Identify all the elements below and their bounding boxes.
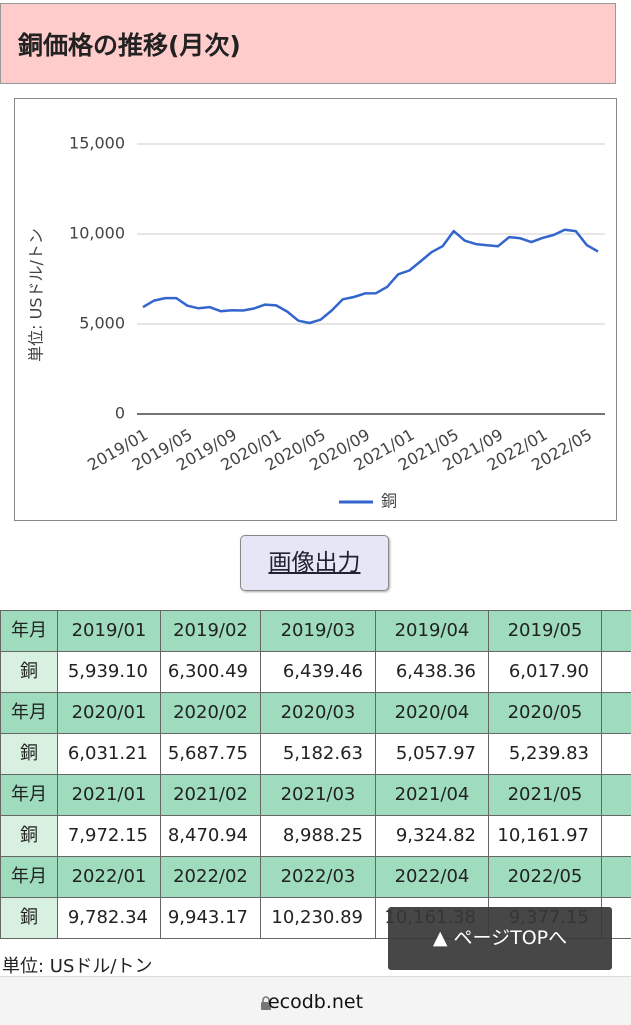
- table-header-cell: 2021/05: [488, 774, 602, 816]
- table-cell: 銅: [0, 897, 58, 939]
- y-axis-title: 単位: USドル/トン: [27, 228, 46, 362]
- header: 銅価格の推移(月次): [0, 3, 616, 84]
- table-header-cell: 2020/05: [488, 692, 602, 734]
- table-header-cell: 年月: [0, 610, 58, 652]
- table-cell: 銅: [0, 651, 58, 693]
- table-cell-clipped: [601, 856, 631, 898]
- table-header-cell: 2021/04: [375, 774, 489, 816]
- table-header-cell: 2019/05: [488, 610, 602, 652]
- export-image-button[interactable]: 画像出力: [240, 535, 389, 591]
- legend-label: 銅: [381, 492, 397, 511]
- table-header-cell: 年月: [0, 774, 58, 816]
- table-cell-clipped: [601, 774, 631, 816]
- table-header-cell: 2019/04: [375, 610, 489, 652]
- table-cell-clipped: [601, 610, 631, 652]
- unit-note: 単位: USドル/トン: [2, 956, 153, 977]
- table-cell: 6,438.36: [375, 651, 489, 693]
- table-cell: 5,182.63: [260, 733, 376, 775]
- table-header-cell: 2021/01: [57, 774, 161, 816]
- table-cell: 6,031.21: [57, 733, 161, 775]
- table-header-cell: 2020/04: [375, 692, 489, 734]
- table-header-cell: 年月: [0, 692, 58, 734]
- table-cell: 5,239.83: [488, 733, 602, 775]
- table-cell: 9,943.17: [160, 897, 261, 939]
- table-header-cell: 2022/05: [488, 856, 602, 898]
- table-cell: 8,470.94: [160, 815, 261, 857]
- data-table: 年月 2019/01 2019/02 2019/03 2019/04 2019/05 銅 5,…: [0, 610, 631, 942]
- table-header-cell: 2020/02: [160, 692, 261, 734]
- table-header-cell: 2022/02: [160, 856, 261, 898]
- lock-icon: [261, 996, 271, 1010]
- table-cell: 5,939.10: [57, 651, 161, 693]
- table-cell: 10,161.97: [488, 815, 602, 857]
- table-header-cell: 年月: [0, 856, 58, 898]
- table-cell-clipped: [601, 733, 631, 775]
- chart-box: 単位: USドル/トン 0 5,000 10,000 15,000 2019/01 201…: [14, 98, 617, 521]
- table-cell: 8,988.25: [260, 815, 376, 857]
- table-header-cell: 2022/01: [57, 856, 161, 898]
- y-tick-label: 5,000: [79, 314, 125, 333]
- table-cell: 6,017.90: [488, 651, 602, 693]
- y-tick-label: 0: [115, 404, 125, 423]
- browser-bar: ecodb.net: [0, 976, 631, 1025]
- table-cell: 7,972.15: [57, 815, 161, 857]
- table-cell: 9,782.34: [57, 897, 161, 939]
- table-cell: 銅: [0, 733, 58, 775]
- table-header-cell: 2019/01: [57, 610, 161, 652]
- chart: 単位: USドル/トン 05,00010,00015,0002019/01201…: [27, 134, 605, 511]
- table-header-cell: 2020/03: [260, 692, 376, 734]
- data-line: [142, 228, 599, 325]
- url[interactable]: ecodb.net: [267, 991, 364, 1013]
- y-tick-label: 10,000: [69, 224, 125, 243]
- table-cell-clipped: [601, 692, 631, 734]
- table-cell: 5,057.97: [375, 733, 489, 775]
- table-cell: 10,230.89: [260, 897, 376, 939]
- table-header-cell: 2022/03: [260, 856, 376, 898]
- table-cell: 6,439.46: [260, 651, 376, 693]
- table-cell: 銅: [0, 815, 58, 857]
- page-title: 銅価格の推移(月次): [18, 31, 241, 60]
- table-header-cell: 2019/02: [160, 610, 261, 652]
- table-header-cell: 2020/01: [57, 692, 161, 734]
- y-tick-label: 15,000: [69, 134, 125, 153]
- table-cell: 9,324.82: [375, 815, 489, 857]
- table-cell-clipped: [601, 815, 631, 857]
- table-header-cell: 2019/03: [260, 610, 376, 652]
- table-cell: 5,687.75: [160, 733, 261, 775]
- table-header-cell: 2021/03: [260, 774, 376, 816]
- table-cell: 6,300.49: [160, 651, 261, 693]
- table-cell-clipped: [601, 651, 631, 693]
- table-header-cell: 2022/04: [375, 856, 489, 898]
- page-top-button[interactable]: ▲ ページTOPへ: [388, 907, 612, 970]
- table-header-cell: 2021/02: [160, 774, 261, 816]
